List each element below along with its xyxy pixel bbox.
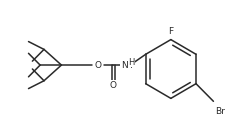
Text: Br: Br	[215, 107, 224, 116]
Text: O: O	[109, 81, 116, 90]
Text: H: H	[124, 61, 131, 70]
Text: H: H	[127, 58, 134, 67]
Text: F: F	[168, 27, 173, 36]
Text: N: N	[121, 61, 127, 70]
Text: O: O	[94, 61, 101, 70]
